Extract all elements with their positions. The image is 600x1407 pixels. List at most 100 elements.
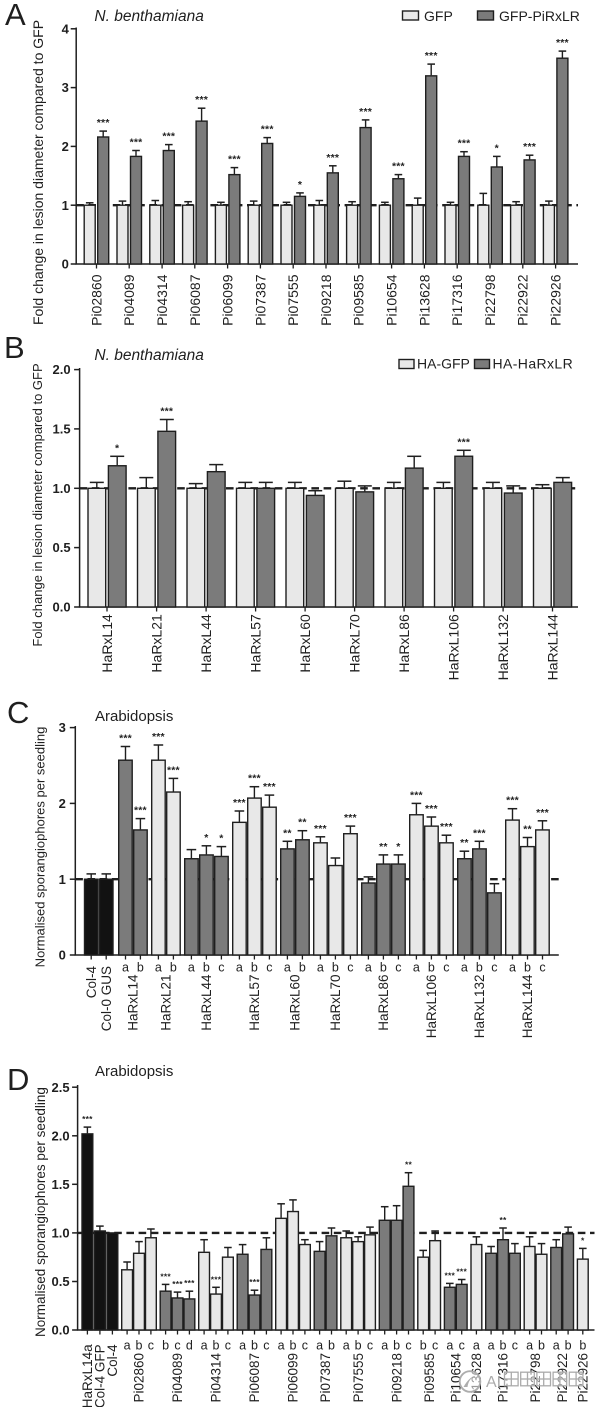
svg-text:Pi17316: Pi17316 <box>496 1353 511 1403</box>
svg-text:c: c <box>148 1338 154 1352</box>
svg-text:Col-0 GUS: Col-0 GUS <box>99 966 114 1031</box>
svg-text:1.0: 1.0 <box>52 1226 70 1241</box>
svg-text:HaRxL57: HaRxL57 <box>247 614 263 673</box>
svg-text:b: b <box>332 961 339 975</box>
svg-text:a: a <box>316 1338 323 1352</box>
svg-text:1: 1 <box>59 872 66 887</box>
svg-text:**: ** <box>298 817 307 829</box>
svg-text:Pi13628: Pi13628 <box>416 274 432 326</box>
svg-text:*: * <box>396 841 401 853</box>
svg-text:N. benthamiana: N. benthamiana <box>94 347 204 364</box>
svg-text:*: * <box>581 1235 585 1245</box>
svg-text:HaRxL21: HaRxL21 <box>159 975 174 1031</box>
svg-text:Pi09585: Pi09585 <box>351 274 367 326</box>
svg-text:B: B <box>4 330 25 365</box>
svg-text:*: * <box>219 833 224 845</box>
svg-text:b: b <box>290 1338 297 1352</box>
svg-text:b: b <box>428 961 435 975</box>
svg-text:***: *** <box>359 106 373 118</box>
svg-text:1: 1 <box>62 198 69 213</box>
svg-text:Pi10654: Pi10654 <box>384 274 400 326</box>
svg-text:HaRxL144: HaRxL144 <box>544 614 560 680</box>
svg-text:c: c <box>491 961 497 975</box>
svg-text:HaRxL60: HaRxL60 <box>288 975 303 1031</box>
svg-text:HaRxL132: HaRxL132 <box>472 975 487 1039</box>
svg-text:a: a <box>239 1338 246 1352</box>
svg-text:Arabidopsis: Arabidopsis <box>95 708 173 725</box>
svg-text:***: *** <box>445 1270 456 1280</box>
svg-text:Fold change in lesion diameter: Fold change in lesion diameter compared … <box>30 20 46 325</box>
svg-text:***: *** <box>211 1274 222 1284</box>
svg-text:Pi22798: Pi22798 <box>482 274 498 326</box>
svg-text:b: b <box>420 1338 427 1352</box>
svg-text:0: 0 <box>62 257 69 272</box>
svg-text:Arabidopsis: Arabidopsis <box>95 1063 173 1080</box>
svg-text:***: *** <box>536 807 550 819</box>
svg-text:3: 3 <box>62 80 69 95</box>
svg-text:a: a <box>278 1338 285 1352</box>
svg-text:b: b <box>203 961 210 975</box>
svg-text:a: a <box>124 1338 131 1352</box>
svg-text:a: a <box>461 961 468 975</box>
svg-text:c: c <box>405 1338 411 1352</box>
svg-text:A: A <box>5 0 26 32</box>
svg-text:*: * <box>298 179 303 191</box>
svg-text:HaRxL86: HaRxL86 <box>376 975 391 1031</box>
svg-text:c: c <box>347 961 353 975</box>
svg-text:HaRxL60: HaRxL60 <box>297 614 313 673</box>
svg-text:D: D <box>7 1062 29 1097</box>
svg-text:2.0: 2.0 <box>52 1128 70 1143</box>
svg-text:***: *** <box>456 1267 467 1277</box>
svg-text:a: a <box>365 961 372 975</box>
svg-text:b: b <box>524 961 531 975</box>
svg-text:c: c <box>218 961 224 975</box>
svg-text:Col-4: Col-4 <box>84 966 99 999</box>
svg-text:Pi06087: Pi06087 <box>247 1353 262 1403</box>
svg-text:HaRxL57: HaRxL57 <box>247 975 262 1031</box>
svg-text:***: *** <box>425 803 439 815</box>
svg-text:C: C <box>7 695 29 730</box>
svg-text:3: 3 <box>59 720 66 735</box>
svg-text:HaRxL44: HaRxL44 <box>199 974 214 1031</box>
svg-text:AI: AI <box>486 1374 501 1391</box>
svg-text:***: *** <box>249 1277 260 1287</box>
svg-text:a: a <box>488 1338 495 1352</box>
svg-text:Pi22926: Pi22926 <box>548 274 564 326</box>
svg-text:c: c <box>512 1338 518 1352</box>
svg-text:Pi04314: Pi04314 <box>209 1353 224 1403</box>
svg-text:Col-4 GFP: Col-4 GFP <box>93 1344 108 1407</box>
svg-text:a: a <box>413 961 420 975</box>
svg-text:b: b <box>500 1338 507 1352</box>
svg-text:*: * <box>495 142 500 154</box>
svg-text:Pi02860: Pi02860 <box>88 274 104 326</box>
svg-text:HaRxL144: HaRxL144 <box>520 974 535 1038</box>
svg-text:*: * <box>204 832 209 844</box>
svg-text:b: b <box>162 1338 169 1352</box>
svg-text:HaRxL14a: HaRxL14a <box>80 1344 95 1407</box>
svg-text:HaRxL70: HaRxL70 <box>346 614 362 673</box>
svg-text:a: a <box>446 1338 453 1352</box>
svg-text:***: *** <box>314 823 328 835</box>
svg-text:HaRxL132: HaRxL132 <box>495 614 511 680</box>
svg-text:a: a <box>473 1338 480 1352</box>
svg-text:b: b <box>393 1338 400 1352</box>
svg-text:***: *** <box>184 1278 195 1288</box>
svg-text:b: b <box>476 961 483 975</box>
svg-text:Pi22798: Pi22798 <box>528 1353 543 1403</box>
svg-text:**: ** <box>460 837 469 849</box>
svg-text:Pi17316: Pi17316 <box>449 274 465 326</box>
svg-text:b: b <box>380 961 387 975</box>
svg-text:Pi22922: Pi22922 <box>515 274 531 326</box>
svg-text:GFP: GFP <box>424 8 453 24</box>
svg-text:***: *** <box>263 781 277 793</box>
svg-text:***: *** <box>473 827 487 839</box>
svg-text:***: *** <box>162 131 176 143</box>
svg-text:b: b <box>328 1338 335 1352</box>
svg-text:c: c <box>174 1338 180 1352</box>
svg-text:a: a <box>188 961 195 975</box>
svg-text:0: 0 <box>59 948 66 963</box>
svg-text:Pi07387: Pi07387 <box>252 274 268 326</box>
svg-text:***: *** <box>392 161 406 173</box>
svg-text:HaRxL14: HaRxL14 <box>126 974 141 1031</box>
svg-text:c: c <box>443 961 449 975</box>
